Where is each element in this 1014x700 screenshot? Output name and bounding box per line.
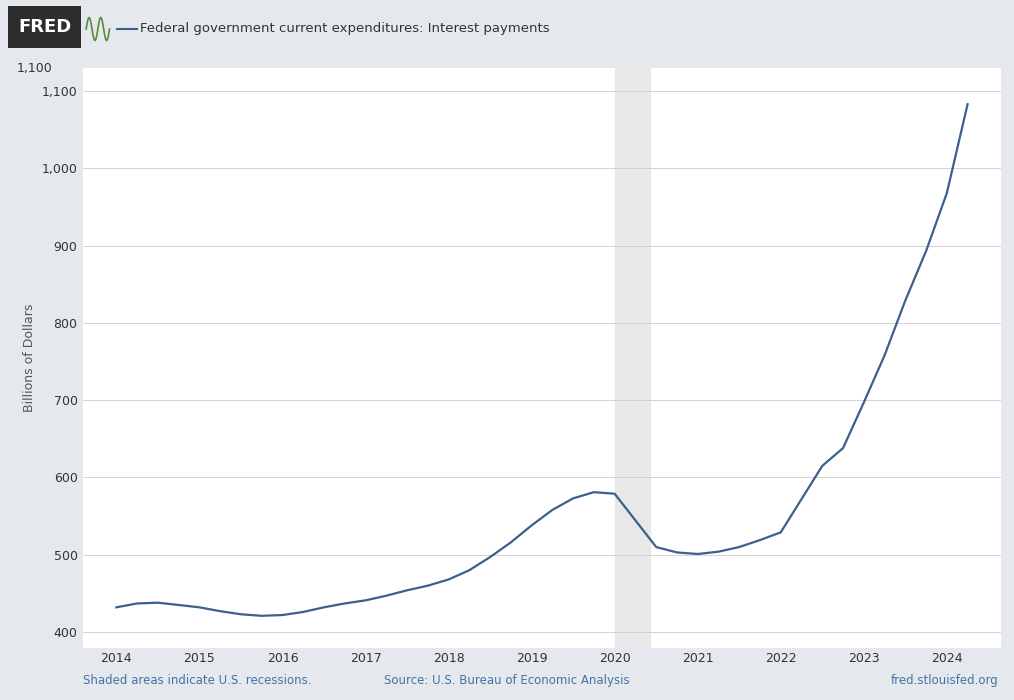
Y-axis label: Billions of Dollars: Billions of Dollars — [23, 304, 37, 412]
FancyBboxPatch shape — [8, 6, 81, 48]
Text: FRED: FRED — [18, 18, 71, 36]
Text: 1,100: 1,100 — [17, 62, 53, 75]
Text: Shaded areas indicate U.S. recessions.: Shaded areas indicate U.S. recessions. — [83, 674, 311, 687]
Text: Federal government current expenditures: Interest payments: Federal government current expenditures:… — [140, 22, 550, 36]
Text: Source: U.S. Bureau of Economic Analysis: Source: U.S. Bureau of Economic Analysis — [384, 674, 630, 687]
Text: fred.stlouisfed.org: fred.stlouisfed.org — [891, 674, 999, 687]
Bar — [614, 68, 650, 648]
